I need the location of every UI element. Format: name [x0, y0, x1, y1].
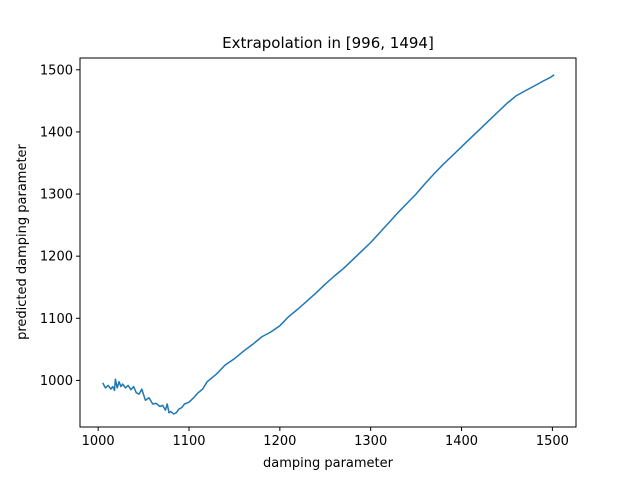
y-tick-label: 1100: [40, 312, 73, 327]
y-tick-label: 1300: [40, 188, 73, 203]
y-tick-label: 1500: [40, 63, 73, 78]
x-tick-label: 1000: [82, 434, 115, 449]
x-tick-label: 1400: [445, 434, 478, 449]
plot-area: [79, 57, 577, 428]
x-tick-label: 1100: [172, 434, 205, 449]
axes-frame: [79, 57, 577, 428]
x-axis-ticks: 1000 1100 1200 1300 1400 1500: [82, 427, 569, 449]
x-axis-label: damping parameter: [263, 456, 394, 471]
x-tick-label: 1300: [354, 434, 387, 449]
x-tick-label: 1200: [263, 434, 296, 449]
chart-title: Extrapolation in [996, 1494]: [222, 34, 434, 52]
y-axis-ticks: 1000 1100 1200 1300 1400 1500: [40, 63, 80, 389]
x-tick-label: 1500: [536, 434, 569, 449]
y-tick-label: 1200: [40, 250, 73, 265]
y-tick-label: 1000: [40, 374, 73, 389]
y-axis-label: predicted damping parameter: [15, 143, 30, 339]
y-tick-label: 1400: [40, 125, 73, 140]
series-line: [102, 74, 555, 415]
